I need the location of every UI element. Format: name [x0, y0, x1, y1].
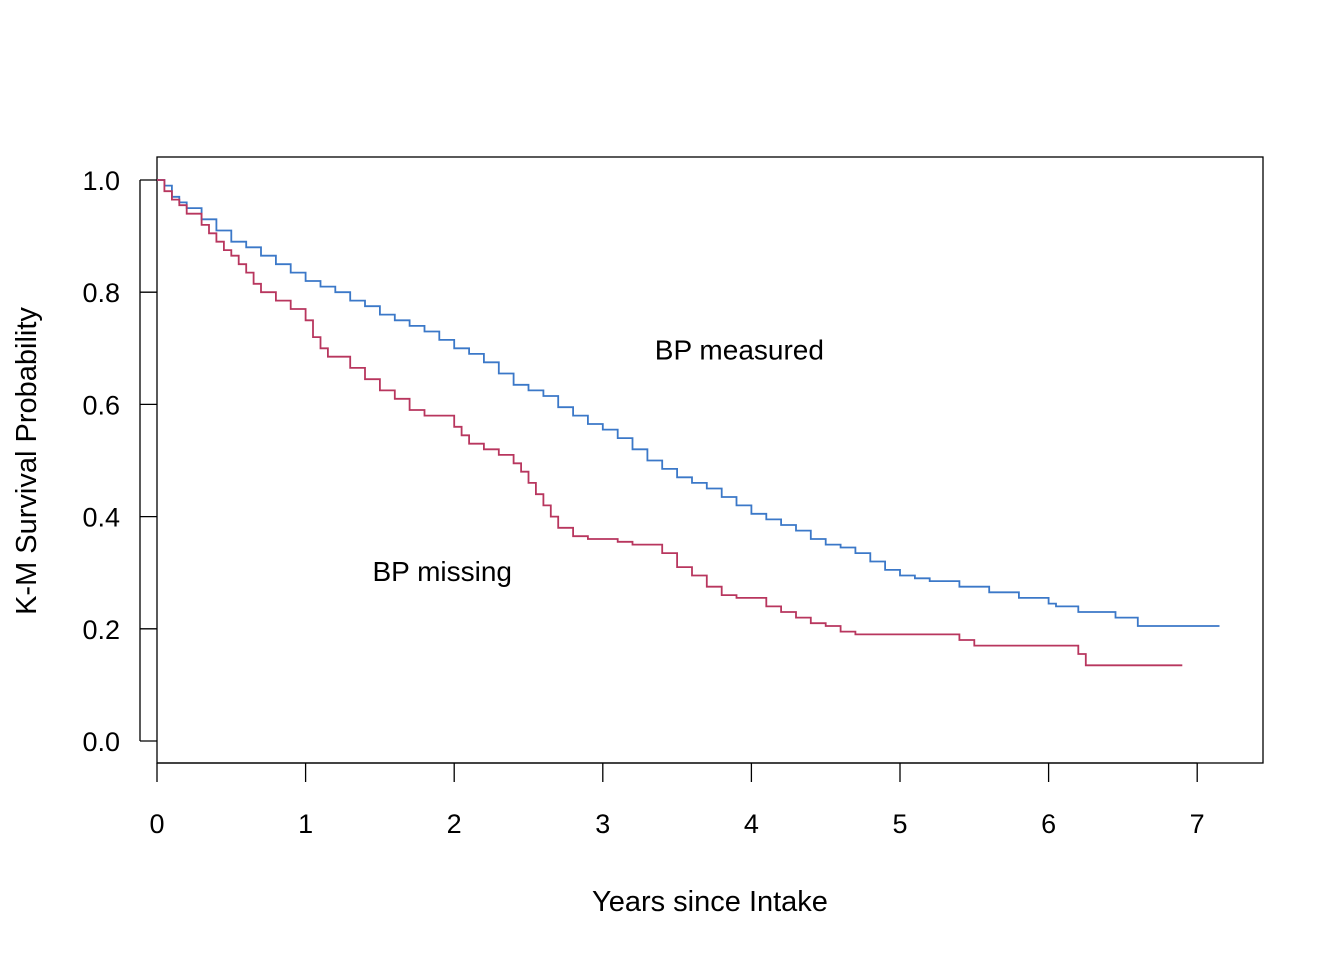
series-bp-missing-line [157, 179, 1183, 667]
x-tick-label: 0 [149, 809, 164, 839]
x-tick-label: 2 [447, 809, 462, 839]
y-tick-label: 0.6 [82, 390, 120, 420]
x-tick-label: 3 [595, 809, 610, 839]
y-tick-label: 0.8 [82, 278, 120, 308]
x-tick-label: 5 [892, 809, 907, 839]
y-axis-title: K-M Survival Probability [11, 307, 43, 615]
series-bp-measured-line [157, 179, 1220, 627]
x-axis-title: Years since Intake [592, 886, 828, 918]
y-tick-label: 0.4 [82, 503, 120, 533]
y-tick-label: 0.2 [82, 615, 120, 645]
annotation-layer: BP measured BP missing [372, 335, 823, 588]
annotation-bp-missing: BP missing [372, 556, 512, 587]
y-axis: 0.0 0.2 0.4 0.6 0.8 1.0 [82, 166, 157, 757]
x-tick-label: 7 [1190, 809, 1205, 839]
y-tick-label: 1.0 [82, 166, 120, 196]
series-layer [157, 179, 1220, 667]
x-tick-label: 4 [744, 809, 759, 839]
x-tick-label: 1 [298, 809, 313, 839]
x-tick-label: 6 [1041, 809, 1056, 839]
y-tick-label: 0.0 [82, 727, 120, 757]
annotation-bp-measured: BP measured [655, 335, 824, 366]
plot-frame [156, 156, 1264, 764]
x-axis: 0 1 2 3 4 5 6 7 [149, 762, 1205, 839]
